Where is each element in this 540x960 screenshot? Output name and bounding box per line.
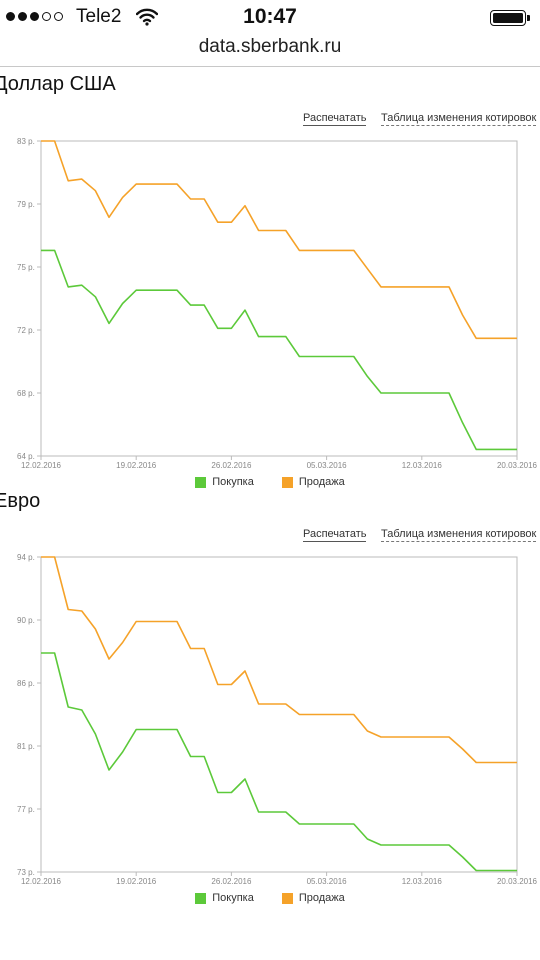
eur-legend: Покупка Продажа — [0, 892, 540, 904]
x-tick-label: 19.02.2016 — [116, 461, 157, 470]
address-bar[interactable]: data.sberbank.ru — [0, 34, 540, 67]
eur-legend-sell[interactable]: Продажа — [281, 892, 345, 904]
x-tick-label: 19.02.2016 — [116, 877, 157, 886]
x-tick-label: 05.03.2016 — [307, 461, 348, 470]
usd-legend-buy[interactable]: Покупка — [195, 476, 254, 488]
carrier-name: Tele2 — [76, 6, 122, 27]
y-tick-label: 77 р. — [17, 805, 35, 814]
y-tick-label: 75 р. — [17, 263, 35, 272]
y-tick-label: 64 р. — [17, 452, 35, 461]
legend-label: Покупка — [212, 892, 254, 904]
y-tick-label: 83 р. — [17, 137, 35, 146]
x-tick-label: 26.02.2016 — [211, 877, 252, 886]
clock: 10:47 — [243, 5, 297, 28]
y-tick-label: 68 р. — [17, 389, 35, 398]
eur-rate-chart: 94 р. 90 р. 86 р. 81 р. 77 р. 73 р.12.02.2016… — [17, 553, 538, 886]
y-tick-label: 79 р. — [17, 200, 35, 209]
battery-icon — [490, 10, 530, 26]
usd-legend: Покупка Продажа — [0, 476, 540, 488]
x-tick-label: 12.02.2016 — [21, 877, 62, 886]
eur-print-link[interactable]: Распечатать — [303, 528, 367, 542]
usd-section-title: Доллар США — [0, 73, 116, 95]
plot-frame — [40, 140, 518, 457]
legend-swatch — [195, 476, 207, 488]
y-tick-label: 73 р. — [17, 868, 35, 877]
y-tick-label: 72 р. — [17, 326, 35, 335]
x-tick-label: 12.03.2016 — [402, 877, 443, 886]
usd-print-link[interactable]: Распечатать — [303, 112, 367, 126]
y-tick-label: 81 р. — [17, 742, 35, 751]
y-tick-label: 86 р. — [17, 679, 35, 688]
usd-legend-sell[interactable]: Продажа — [281, 476, 345, 488]
usd-rate-chart: 83 р. 79 р. 75 р. 72 р. 68 р. 64 р.12.02.2016… — [17, 137, 538, 470]
x-tick-label: 20.03.2016 — [497, 461, 538, 470]
y-tick-label: 94 р. — [17, 553, 35, 562]
x-tick-label: 26.02.2016 — [211, 461, 252, 470]
eur-quotes-table-link[interactable]: Таблица изменения котировок — [381, 528, 537, 542]
legend-swatch — [195, 892, 207, 904]
plot-frame — [40, 556, 518, 873]
buy-rate-line — [41, 249, 517, 451]
sell-rate-line — [41, 140, 517, 340]
eur-legend-buy[interactable]: Покупка — [195, 892, 254, 904]
sell-rate-line — [41, 556, 517, 764]
legend-swatch — [281, 892, 293, 904]
x-tick-label: 12.02.2016 — [21, 461, 62, 470]
y-tick-label: 90 р. — [17, 616, 35, 625]
buy-rate-line — [41, 652, 517, 872]
legend-label: Продажа — [298, 892, 345, 904]
legend-label: Покупка — [212, 476, 254, 488]
signal-strength-icon — [6, 12, 63, 21]
legend-label: Продажа — [298, 476, 345, 488]
x-tick-label: 20.03.2016 — [497, 877, 538, 886]
status-bar: Tele2 10:47 — [0, 0, 540, 34]
eur-section-title: Евро — [0, 490, 41, 512]
x-tick-label: 05.03.2016 — [307, 877, 348, 886]
usd-quotes-table-link[interactable]: Таблица изменения котировок — [381, 112, 537, 126]
legend-swatch — [281, 476, 293, 488]
wifi-icon — [136, 8, 158, 26]
x-tick-label: 12.03.2016 — [402, 461, 443, 470]
